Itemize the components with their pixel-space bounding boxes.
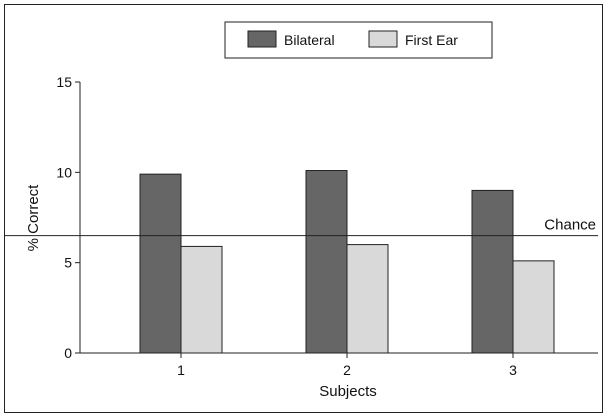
legend-swatch-bilateral [247,30,277,48]
x-ticks: 1 2 3 [177,353,517,378]
x-tick-label: 3 [509,362,517,378]
y-ticks: 0 5 10 15 [56,74,80,361]
y-tick-label: 0 [64,345,72,361]
legend-label-first-ear: First Ear [405,32,458,48]
legend: Bilateral First Ear [224,21,493,59]
bar-bilateral-subject-1 [139,173,182,354]
bar-first-ear-subject-2 [346,244,389,354]
x-tick-label: 2 [343,362,351,378]
y-axis-title: % Correct [25,184,42,252]
bar-first-ear-subject-3 [512,260,555,354]
legend-label-bilateral: Bilateral [284,32,335,48]
legend-swatch-first-ear [368,30,398,48]
chance-label: Chance [544,217,596,234]
bars [139,170,555,354]
x-axis-title: Subjects [319,383,377,400]
y-tick-label: 15 [56,74,72,90]
bar-bilateral-subject-3 [471,189,514,354]
bar-first-ear-subject-1 [180,245,223,354]
bar-bilateral-subject-2 [305,170,348,354]
y-tick-label: 5 [64,255,72,271]
x-tick-label: 1 [177,362,185,378]
y-tick-label: 10 [56,164,72,180]
